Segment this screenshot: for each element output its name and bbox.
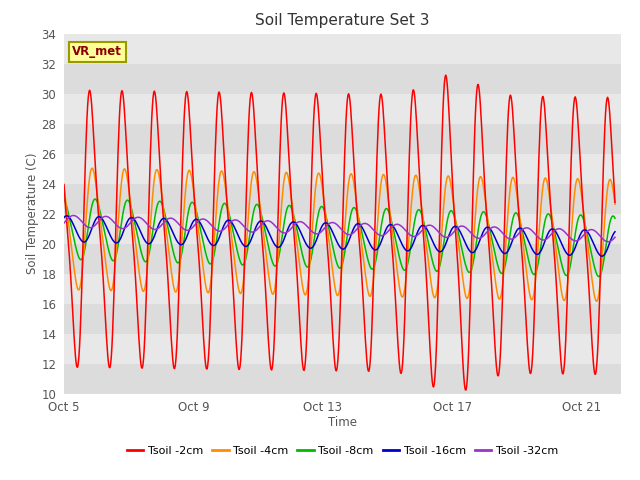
Bar <box>64 303 621 334</box>
Bar <box>64 243 621 274</box>
Bar <box>64 154 621 183</box>
Bar <box>64 183 621 214</box>
Bar <box>64 63 621 94</box>
X-axis label: Time: Time <box>328 416 357 429</box>
Bar <box>64 214 621 243</box>
Bar <box>64 274 621 303</box>
Text: VR_met: VR_met <box>72 45 122 58</box>
Bar <box>64 34 621 63</box>
Legend: Tsoil -2cm, Tsoil -4cm, Tsoil -8cm, Tsoil -16cm, Tsoil -32cm: Tsoil -2cm, Tsoil -4cm, Tsoil -8cm, Tsoi… <box>122 441 563 460</box>
Bar <box>64 123 621 154</box>
Bar <box>64 94 621 123</box>
Bar <box>64 334 621 364</box>
Y-axis label: Soil Temperature (C): Soil Temperature (C) <box>26 153 38 275</box>
Bar <box>64 364 621 394</box>
Title: Soil Temperature Set 3: Soil Temperature Set 3 <box>255 13 429 28</box>
